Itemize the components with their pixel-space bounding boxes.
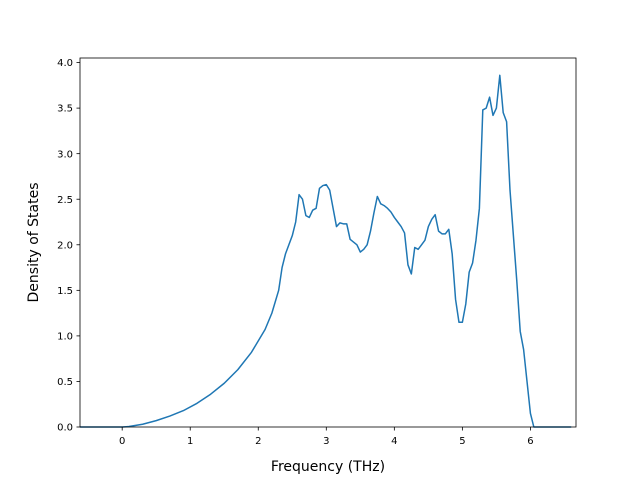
plot-area: [80, 74, 572, 428]
y-tick-label: 2.5: [57, 195, 73, 206]
y-tick-label: 0.5: [57, 377, 73, 388]
axes-frame: [79, 57, 577, 428]
series-line-0: [80, 74, 572, 428]
x-tick-label: 1: [187, 436, 193, 447]
x-tick-label: 4: [391, 436, 397, 447]
y-tick-label: 3.0: [57, 149, 73, 160]
x-tick-label: 0: [119, 436, 125, 447]
x-tick-label: 6: [527, 436, 533, 447]
x-tick-label: 5: [459, 436, 465, 447]
y-tick-label: 1.5: [57, 286, 73, 297]
x-tick-label: 2: [255, 436, 261, 447]
y-axis-title: Density of States: [26, 183, 42, 303]
y-tick-label: 1.0: [57, 331, 73, 342]
y-tick-label: 3.5: [57, 104, 73, 115]
x-axis-title: Frequency (THz): [271, 459, 385, 475]
y-tick-label: 4.0: [57, 58, 73, 69]
axes: 0 1 2 3 4 5 6 0.0 0.5 1.0 1.5 2.0 2.5 3.0 3.5 4.0: [57, 57, 577, 447]
y-tick-label: 0.0: [57, 423, 73, 434]
x-tick-label: 3: [323, 436, 329, 447]
y-tick-label: 2.0: [57, 240, 73, 251]
